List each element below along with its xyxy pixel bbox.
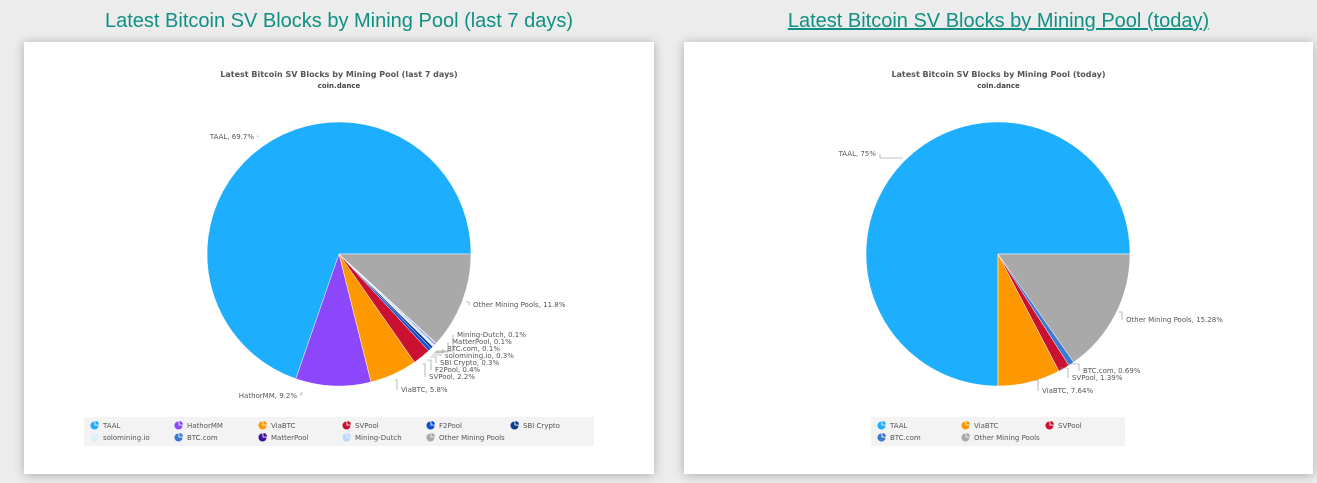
- pie-chart[interactable]: TAAL, 69.7% HathorMM, 9.2% ViaBTC, 5.8% SVP…: [24, 42, 654, 474]
- leader-line: [466, 301, 470, 305]
- pie-icon: [1045, 421, 1054, 430]
- legend-item-taal[interactable]: TAAL: [90, 420, 174, 431]
- legend-label: TAAL: [890, 421, 908, 430]
- legend-label: SVPool: [1058, 421, 1082, 430]
- slice-label-viabtc: ViaBTC, 7.64%: [1042, 387, 1093, 395]
- pie-icon: [426, 433, 435, 442]
- pie-icon: [174, 433, 183, 442]
- pie-icon: [342, 421, 351, 430]
- chart-panel-7-days: Latest Bitcoin SV Blocks by Mining Pool …: [24, 42, 654, 474]
- legend-label: ViaBTC: [974, 421, 999, 430]
- pie-icon: [426, 421, 435, 430]
- chart-title: Latest Bitcoin SV Blocks by Mining Pool …: [891, 70, 1106, 79]
- pie-slice-other-mining-pools[interactable]: [997, 253, 1131, 363]
- chart-panel-today: Latest Bitcoin SV Blocks by Mining Pool …: [684, 42, 1313, 474]
- chart-subtitle: coin.dance: [317, 82, 361, 90]
- leader-line: [879, 154, 903, 159]
- section-heading-today-link[interactable]: Latest Bitcoin SV Blocks by Mining Pool …: [787, 10, 1210, 32]
- legend-label: Other Mining Pools: [439, 433, 505, 442]
- legend-label: TAAL: [103, 421, 121, 430]
- legend-label: F2Pool: [439, 421, 462, 430]
- leader-line: [1034, 379, 1039, 391]
- pie-chart[interactable]: TAAL, 75%ViaBTC, 7.64%SVPool, 1.39%BTC.c…: [684, 42, 1313, 474]
- pie-icon: [961, 421, 970, 430]
- leader-line: [430, 356, 437, 363]
- slice-label-taal: TAAL, 69.7%: [209, 133, 254, 141]
- pie-icon: [510, 421, 519, 430]
- legend-item-sbi-crypto[interactable]: SBI Crypto: [510, 420, 594, 431]
- legend-item-solomining-io[interactable]: solomining.io: [90, 432, 174, 443]
- legend-item-other-mining-pools[interactable]: Other Mining Pools: [426, 432, 510, 443]
- legend-item-mining-dutch[interactable]: Mining-Dutch: [342, 432, 426, 443]
- chart-legend: TAAL HathorMM ViaBTC SVPool F2Pool SBI Crypto…: [84, 417, 594, 446]
- legend-item-other-mining-pools[interactable]: Other Mining Pools: [961, 432, 1045, 443]
- leader-line: [422, 363, 426, 377]
- slice-label-hathormm: HathorMM, 9.2%: [239, 392, 298, 400]
- legend-label: HathorMM: [187, 421, 223, 430]
- leader-line: [436, 335, 454, 352]
- legend-item-btc-com[interactable]: BTC.com: [174, 432, 258, 443]
- slice-label-other-mining-pools: Other Mining Pools, 11.8%: [473, 301, 566, 309]
- slice-label-other-mining-pools: Other Mining Pools, 15.28%: [1126, 316, 1223, 324]
- legend-label: BTC.com: [187, 433, 218, 442]
- slice-label-btc-com: BTC.com, 0.69%: [1083, 367, 1141, 375]
- pie-slice-taal[interactable]: [865, 121, 1131, 387]
- pie-icon: [90, 433, 99, 442]
- legend-label: MatterPool: [271, 433, 309, 442]
- slice-label-solomining-io: solomining.io, 0.3%: [445, 352, 514, 360]
- leader-line: [432, 354, 442, 356]
- slice-label-taal: TAAL, 75%: [838, 150, 877, 158]
- leader-line: [257, 135, 259, 137]
- pie-slice-taal[interactable]: [206, 121, 472, 380]
- chart-title: Latest Bitcoin SV Blocks by Mining Pool …: [220, 70, 458, 79]
- pie-icon: [258, 421, 267, 430]
- legend-label: Other Mining Pools: [974, 433, 1040, 442]
- slice-label-svpool: SVPool, 2.2%: [429, 373, 475, 381]
- slice-label-sbi-crypto: SBI Crypto, 0.3%: [440, 359, 499, 367]
- leader-line: [395, 379, 398, 390]
- slice-label-f2pool: F2Pool, 0.4%: [435, 366, 481, 374]
- pie-icon: [877, 433, 886, 442]
- leader-line: [427, 359, 432, 370]
- legend-item-matterpool[interactable]: MatterPool: [258, 432, 342, 443]
- pie-icon: [258, 433, 267, 442]
- slice-label-btc-com: BTC.com, 0.1%: [447, 345, 500, 353]
- leader-line: [434, 349, 444, 354]
- legend-label: BTC.com: [890, 433, 921, 442]
- legend-item-taal[interactable]: TAAL: [877, 420, 961, 431]
- chart-legend: TAAL ViaBTC SVPool BTC.com Other Mining Pool…: [871, 417, 1125, 446]
- chart-subtitle: coin.dance: [977, 82, 1020, 90]
- legend-item-svpool[interactable]: SVPool: [342, 420, 426, 431]
- leader-line: [1065, 363, 1080, 371]
- leader-line: [435, 342, 449, 353]
- legend-item-viabtc[interactable]: ViaBTC: [258, 420, 342, 431]
- pie-slice-other-mining-pools[interactable]: [338, 253, 472, 344]
- legend-item-svpool[interactable]: SVPool: [1045, 420, 1129, 431]
- pie-icon: [342, 433, 351, 442]
- legend-item-viabtc[interactable]: ViaBTC: [961, 420, 1045, 431]
- legend-item-btc-com[interactable]: BTC.com: [877, 432, 961, 443]
- slice-label-mining-dutch: Mining-Dutch, 0.1%: [457, 331, 526, 339]
- legend-item-f2pool[interactable]: F2Pool: [426, 420, 510, 431]
- legend-label: SVPool: [355, 421, 379, 430]
- slice-label-matterpool: MatterPool, 0.1%: [452, 338, 512, 346]
- leader-line: [300, 392, 303, 396]
- legend-label: SBI Crypto: [523, 421, 560, 430]
- leader-line: [1118, 311, 1123, 320]
- pie-icon: [961, 433, 970, 442]
- pie-icon: [90, 421, 99, 430]
- pie-icon: [877, 421, 886, 430]
- legend-item-hathormm[interactable]: HathorMM: [174, 420, 258, 431]
- leader-line: [1059, 367, 1069, 378]
- pie-icon: [174, 421, 183, 430]
- section-heading-7-days: Latest Bitcoin SV Blocks by Mining Pool …: [105, 10, 573, 32]
- legend-label: solomining.io: [103, 433, 150, 442]
- slice-label-viabtc: ViaBTC, 5.8%: [401, 386, 448, 394]
- legend-label: Mining-Dutch: [355, 433, 402, 442]
- slice-label-svpool: SVPool, 1.39%: [1072, 374, 1123, 382]
- legend-label: ViaBTC: [271, 421, 296, 430]
